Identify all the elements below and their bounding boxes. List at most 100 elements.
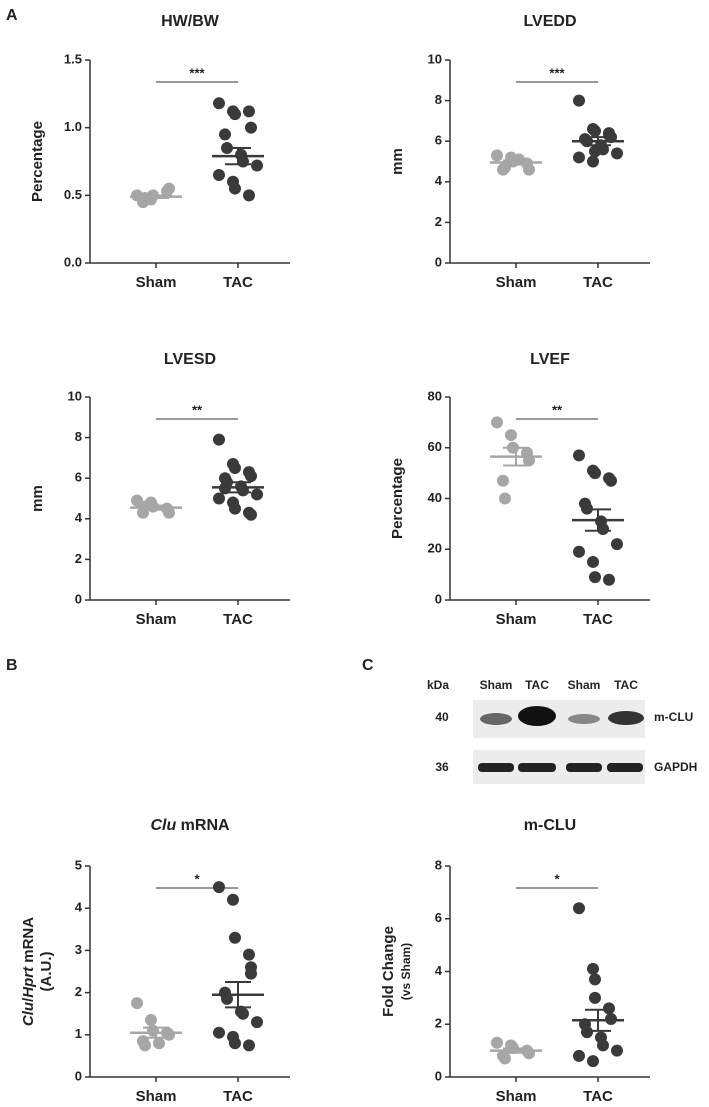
y-tick-label: 4 bbox=[435, 963, 443, 978]
data-point bbox=[603, 1002, 615, 1015]
y-tick-label: 5 bbox=[75, 857, 82, 872]
x-tick-label: Sham bbox=[136, 274, 177, 291]
lane-label: TAC bbox=[614, 678, 638, 692]
data-point bbox=[243, 189, 255, 202]
data-point bbox=[597, 522, 609, 535]
data-point bbox=[581, 1026, 593, 1039]
text-segment: / bbox=[20, 997, 37, 1002]
y-tick-label: 20 bbox=[428, 541, 442, 556]
text-segment: Percentage bbox=[29, 121, 46, 202]
data-point bbox=[245, 470, 257, 483]
chart-title: m-CLU bbox=[524, 817, 576, 834]
error-bar bbox=[143, 194, 169, 200]
data-point bbox=[611, 147, 623, 160]
band bbox=[518, 706, 556, 726]
data-point bbox=[163, 182, 175, 195]
data-point bbox=[213, 492, 225, 505]
band bbox=[568, 714, 600, 724]
y-axis-label: Clu/Hprt mRNA bbox=[20, 917, 37, 1026]
x-tick-label: TAC bbox=[223, 1088, 253, 1105]
text-segment: mRNA bbox=[176, 817, 230, 834]
data-point bbox=[587, 555, 599, 568]
error-bar bbox=[225, 481, 251, 494]
data-point bbox=[597, 1039, 609, 1052]
data-point bbox=[213, 881, 225, 894]
error-bar bbox=[143, 504, 169, 511]
band bbox=[607, 763, 643, 772]
significance-label: * bbox=[194, 871, 200, 886]
data-point bbox=[229, 931, 241, 944]
y-tick-label: 0.5 bbox=[64, 187, 82, 202]
data-point bbox=[603, 127, 615, 140]
error-bar bbox=[225, 146, 251, 166]
significance-label: ** bbox=[552, 402, 563, 417]
data-point bbox=[243, 948, 255, 961]
error-bar bbox=[503, 446, 529, 467]
data-point bbox=[229, 462, 241, 475]
significance-label: *** bbox=[189, 65, 205, 80]
data-point bbox=[237, 1007, 249, 1020]
y-tick-label: 2 bbox=[435, 214, 442, 229]
lane-label: Sham bbox=[568, 678, 601, 692]
chart: 0.0 0.5 1.0 1.5 HW/BW Percentage Sham TAC *** bbox=[29, 13, 290, 291]
x-tick-label: TAC bbox=[583, 274, 613, 291]
y-tick-label: 0 bbox=[435, 254, 442, 269]
data-point bbox=[245, 121, 257, 134]
data-point bbox=[153, 1037, 165, 1050]
y-tick-label: 1.0 bbox=[64, 119, 82, 134]
text-segment: Clu bbox=[20, 1002, 37, 1026]
y-tick-label: 10 bbox=[428, 51, 442, 66]
data-point bbox=[243, 105, 255, 118]
western-blot: kDa Sham TAC Sham TAC 40 36 m-CLU GAPDH bbox=[427, 678, 697, 784]
x-tick-label: Sham bbox=[496, 1088, 537, 1105]
x-tick-label: Sham bbox=[136, 1088, 177, 1105]
chart-title: Clu mRNA bbox=[150, 817, 230, 834]
data-point bbox=[491, 416, 503, 429]
data-point bbox=[573, 902, 585, 915]
chart: 0 20 40 60 80 LVEF Percentage Sham TAC ** bbox=[389, 351, 650, 628]
data-point bbox=[497, 474, 509, 487]
text-segment: Hprt bbox=[20, 966, 37, 998]
error-bar bbox=[503, 1047, 529, 1054]
text-segment: m-CLU bbox=[524, 817, 576, 834]
y-tick-label: 2 bbox=[435, 1016, 442, 1031]
y-axis-label: Percentage bbox=[29, 121, 46, 202]
lane-label: TAC bbox=[525, 678, 549, 692]
data-point bbox=[245, 967, 257, 980]
y-tick-label: 80 bbox=[428, 388, 442, 403]
y-tick-label: 8 bbox=[435, 92, 442, 107]
y-tick-label: 1.5 bbox=[64, 51, 82, 66]
data-point bbox=[491, 1036, 503, 1049]
y-tick-label: 2 bbox=[75, 984, 82, 999]
protein-label: m-CLU bbox=[654, 710, 693, 724]
data-point bbox=[139, 1039, 151, 1052]
band bbox=[608, 711, 644, 725]
y-tick-label: 60 bbox=[428, 439, 442, 454]
data-point bbox=[603, 573, 615, 586]
data-point bbox=[573, 545, 585, 558]
data-point bbox=[243, 1039, 255, 1052]
y-tick-label: 0 bbox=[435, 591, 442, 606]
data-point bbox=[163, 1028, 175, 1041]
data-point bbox=[573, 151, 585, 164]
data-point bbox=[505, 429, 517, 442]
data-point bbox=[213, 1026, 225, 1039]
y-tick-label: 8 bbox=[75, 429, 82, 444]
data-point bbox=[589, 973, 601, 986]
significance-label: ** bbox=[192, 402, 203, 417]
text-segment: LVESD bbox=[164, 351, 216, 368]
text-segment: Fold Change bbox=[380, 926, 397, 1017]
data-point bbox=[245, 508, 257, 521]
data-point bbox=[605, 474, 617, 487]
y-tick-label: 1 bbox=[75, 1026, 82, 1041]
kda-label: kDa bbox=[427, 678, 449, 692]
data-point bbox=[605, 1012, 617, 1025]
error-bar bbox=[143, 1026, 169, 1039]
data-point bbox=[213, 169, 225, 182]
y-tick-label: 8 bbox=[435, 857, 442, 872]
y-axis-label: (A.U.) bbox=[38, 952, 55, 992]
band bbox=[518, 763, 556, 772]
y-tick-label: 0.0 bbox=[64, 254, 82, 269]
